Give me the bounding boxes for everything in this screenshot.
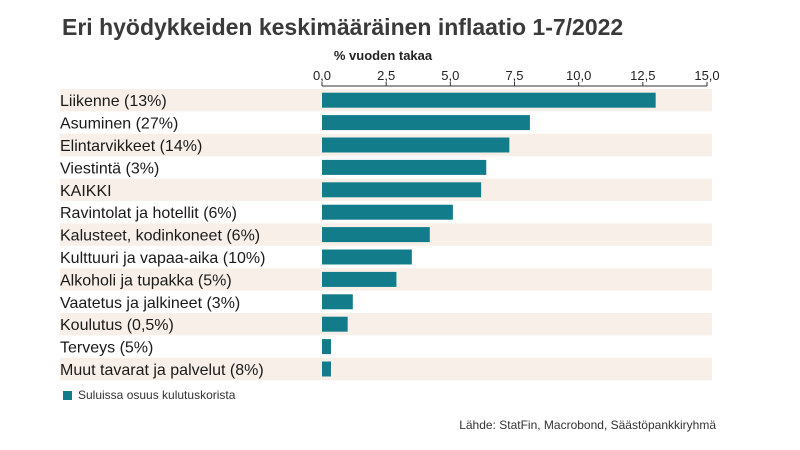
bar <box>322 339 331 355</box>
x-tick-label: 5,0 <box>441 68 459 83</box>
bar <box>322 294 353 310</box>
x-axis-label: % vuoden takaa <box>334 48 433 63</box>
bar <box>322 227 430 243</box>
bar <box>322 249 412 265</box>
x-tick-label: 12,5 <box>630 68 655 83</box>
category-label: Liikenne (13%) <box>60 93 167 110</box>
category-label: Viestintä (3%) <box>60 160 159 177</box>
bar <box>322 316 348 332</box>
row-band <box>60 357 712 381</box>
x-tick-label: 15,0 <box>694 68 719 83</box>
category-label: Ravintolat ja hotellit (6%) <box>60 205 237 222</box>
bar <box>322 361 331 377</box>
category-label: Elintarvikkeet (14%) <box>60 138 202 155</box>
category-label: Muut tavarat ja palvelut (8%) <box>60 362 264 379</box>
bar <box>322 159 487 175</box>
x-tick-label: 10,0 <box>566 68 591 83</box>
category-label: Asuminen (27%) <box>60 116 178 133</box>
x-tick-label: 7,5 <box>505 68 523 83</box>
category-label: Terveys (5%) <box>60 340 153 357</box>
x-tick-label: 0,0 <box>313 68 331 83</box>
category-label: Alkoholi ja tupakka (5%) <box>60 272 232 289</box>
bars <box>322 92 656 377</box>
x-tick-label: 2,5 <box>377 68 395 83</box>
bar <box>322 204 453 220</box>
legend-swatch <box>63 390 72 400</box>
category-label: Vaatetus ja jalkineet (3%) <box>60 295 240 312</box>
legend-label: Suluissa osuus kulutuskorista <box>78 388 236 402</box>
category-label: Kulttuuri ja vapaa-aika (10%) <box>60 250 265 267</box>
row-band <box>60 313 712 336</box>
source-note: Lähde: StatFin, Macrobond, Säästöpankkir… <box>459 418 716 432</box>
category-label: KAIKKI <box>60 183 112 200</box>
chart-title: Eri hyödykkeiden keskimääräinen inflaati… <box>62 14 624 40</box>
category-label: Kalusteet, kodinkoneet (6%) <box>60 228 260 245</box>
category-label: Koulutus (0,5%) <box>60 317 174 334</box>
legend: Suluissa osuus kulutuskorista <box>63 388 235 402</box>
bar <box>322 115 530 131</box>
x-axis: % vuoden takaa 0,0 2,5 5,0 7,5 10,0 12,5 15,0 <box>313 48 720 87</box>
bar <box>322 137 510 153</box>
bar <box>322 92 656 108</box>
x-axis-ticks: 0,0 2,5 5,0 7,5 10,0 12,5 15,0 <box>313 68 720 86</box>
bar <box>322 182 482 198</box>
category-labels: Liikenne (13%) Asuminen (27%) Elintarvikke… <box>60 93 265 379</box>
bar <box>322 271 397 287</box>
